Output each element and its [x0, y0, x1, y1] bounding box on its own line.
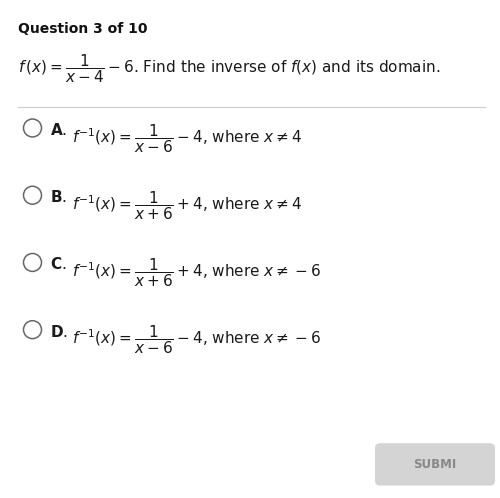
FancyBboxPatch shape: [375, 443, 495, 486]
Text: $\mathbf{C}$.: $\mathbf{C}$.: [50, 256, 66, 272]
Text: $f^{-1}(x) = \dfrac{1}{x+6} + 4$, where $x\neq 4$: $f^{-1}(x) = \dfrac{1}{x+6} + 4$, where …: [72, 189, 302, 222]
Text: SUBMI: SUBMI: [414, 458, 457, 471]
Text: $\mathbf{A}$.: $\mathbf{A}$.: [50, 122, 67, 138]
Text: $f^{-1}(x) = \dfrac{1}{x-6} - 4$, where $x\neq -6$: $f^{-1}(x) = \dfrac{1}{x-6} - 4$, where …: [72, 324, 321, 357]
Text: $\mathbf{B}$.: $\mathbf{B}$.: [50, 189, 67, 205]
Text: $f^{-1}(x) = \dfrac{1}{x-6} - 4$, where $x\neq 4$: $f^{-1}(x) = \dfrac{1}{x-6} - 4$, where …: [72, 122, 302, 155]
Text: $\mathbf{D}$.: $\mathbf{D}$.: [50, 324, 68, 340]
Text: $f\,(x) = \dfrac{1}{x-4} - 6$. Find the inverse of $f(x)$ and its domain.: $f\,(x) = \dfrac{1}{x-4} - 6$. Find the …: [18, 52, 440, 85]
Text: Question 3 of 10: Question 3 of 10: [18, 22, 148, 36]
Text: $f^{-1}(x) = \dfrac{1}{x+6} + 4$, where $x\neq -6$: $f^{-1}(x) = \dfrac{1}{x+6} + 4$, where …: [72, 256, 321, 289]
